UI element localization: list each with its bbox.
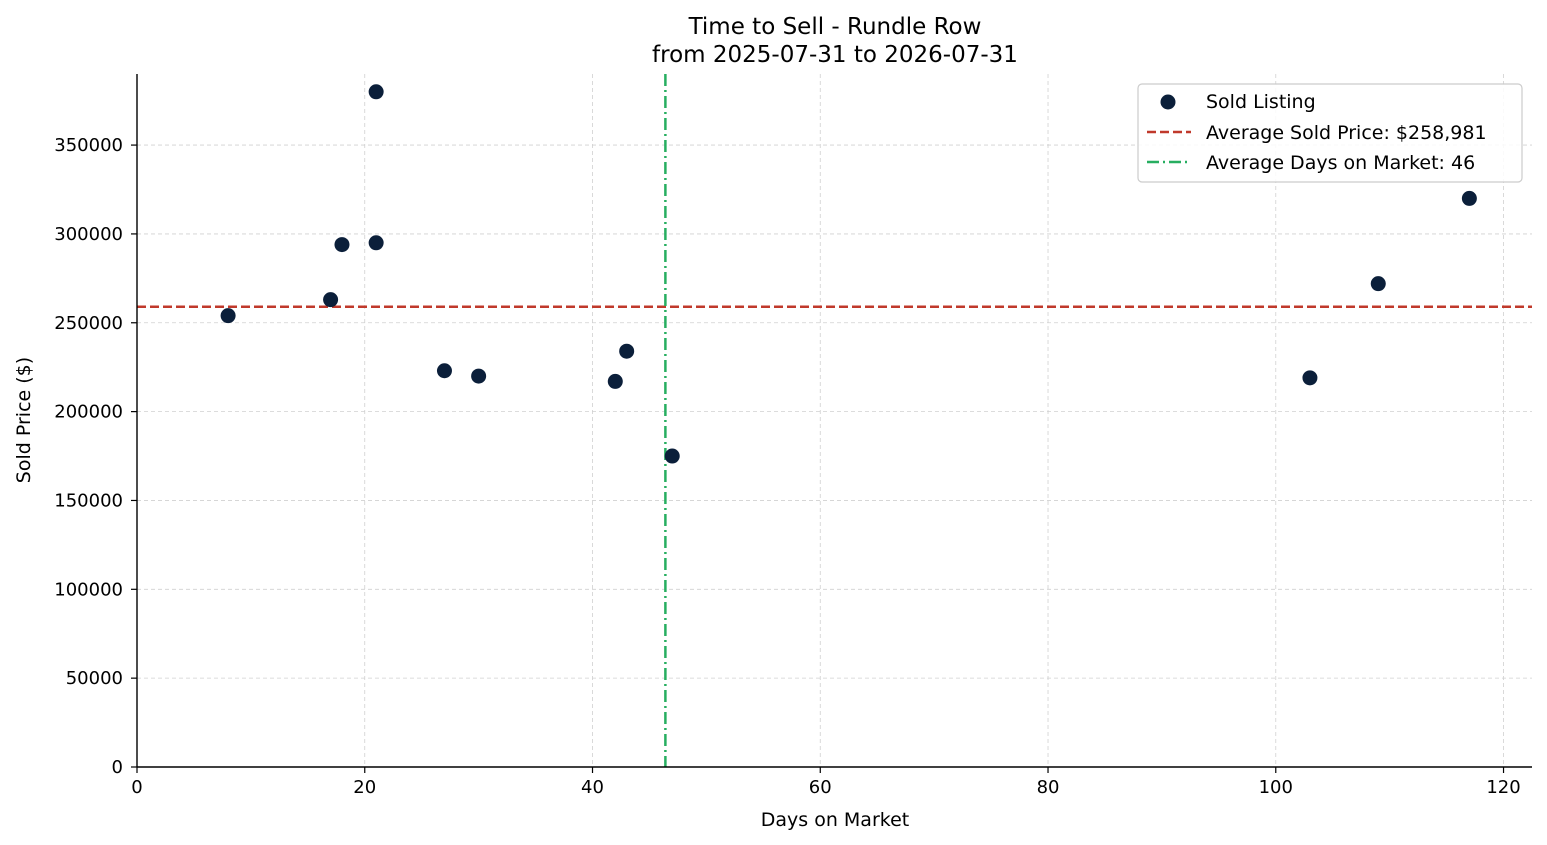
reference-lines xyxy=(137,74,1532,767)
y-tick-label: 350000 xyxy=(54,135,123,156)
data-point xyxy=(619,343,635,359)
data-point xyxy=(368,84,384,100)
chart-title: Time to Sell - Rundle Row xyxy=(688,14,982,40)
data-point xyxy=(471,368,487,384)
x-axis-label: Days on Market xyxy=(761,809,909,831)
data-points xyxy=(220,84,1477,464)
legend-frame xyxy=(1137,83,1523,183)
legend: Sold Listing Average Sold Price: $258,98… xyxy=(1137,83,1523,183)
gridlines xyxy=(136,74,1532,768)
legend-label-avg-price: Average Sold Price: $258,981 xyxy=(1206,122,1487,144)
y-tick-label: 200000 xyxy=(54,402,123,423)
x-tick-label: 60 xyxy=(809,777,832,798)
y-axis-label: Sold Price ($) xyxy=(13,357,35,483)
data-point xyxy=(436,363,452,379)
y-tick-label: 250000 xyxy=(54,313,123,334)
x-tick-label: 80 xyxy=(1037,777,1060,798)
data-point xyxy=(220,308,236,324)
x-tick-label: 20 xyxy=(353,777,376,798)
y-tick-label: 50000 xyxy=(66,668,123,689)
y-tick-label: 300000 xyxy=(54,224,123,245)
x-tick-label: 100 xyxy=(1259,777,1293,798)
data-point xyxy=(607,373,623,389)
x-tick-label: 40 xyxy=(581,777,604,798)
legend-marker-sold-listing xyxy=(1160,94,1176,110)
data-point xyxy=(368,235,384,251)
data-point xyxy=(334,237,350,253)
axes xyxy=(131,74,1532,773)
y-tick-label: 150000 xyxy=(54,490,123,511)
data-point xyxy=(323,292,339,308)
tick-labels: 0 20 40 60 80 100 120 0 50000 100000 150000 200000 2… xyxy=(54,135,1520,798)
x-tick-label: 120 xyxy=(1486,777,1520,798)
data-point xyxy=(1302,370,1318,386)
data-point xyxy=(1461,190,1477,206)
legend-label-sold-listing: Sold Listing xyxy=(1206,91,1316,113)
x-tick-label: 0 xyxy=(131,777,142,798)
data-point xyxy=(1370,276,1386,292)
data-point xyxy=(664,448,680,464)
chart-subtitle: from 2025-07-31 to 2026-07-31 xyxy=(652,42,1018,68)
legend-label-avg-days: Average Days on Market: 46 xyxy=(1206,152,1475,174)
y-tick-label: 100000 xyxy=(54,579,123,600)
y-tick-label: 0 xyxy=(112,757,123,778)
